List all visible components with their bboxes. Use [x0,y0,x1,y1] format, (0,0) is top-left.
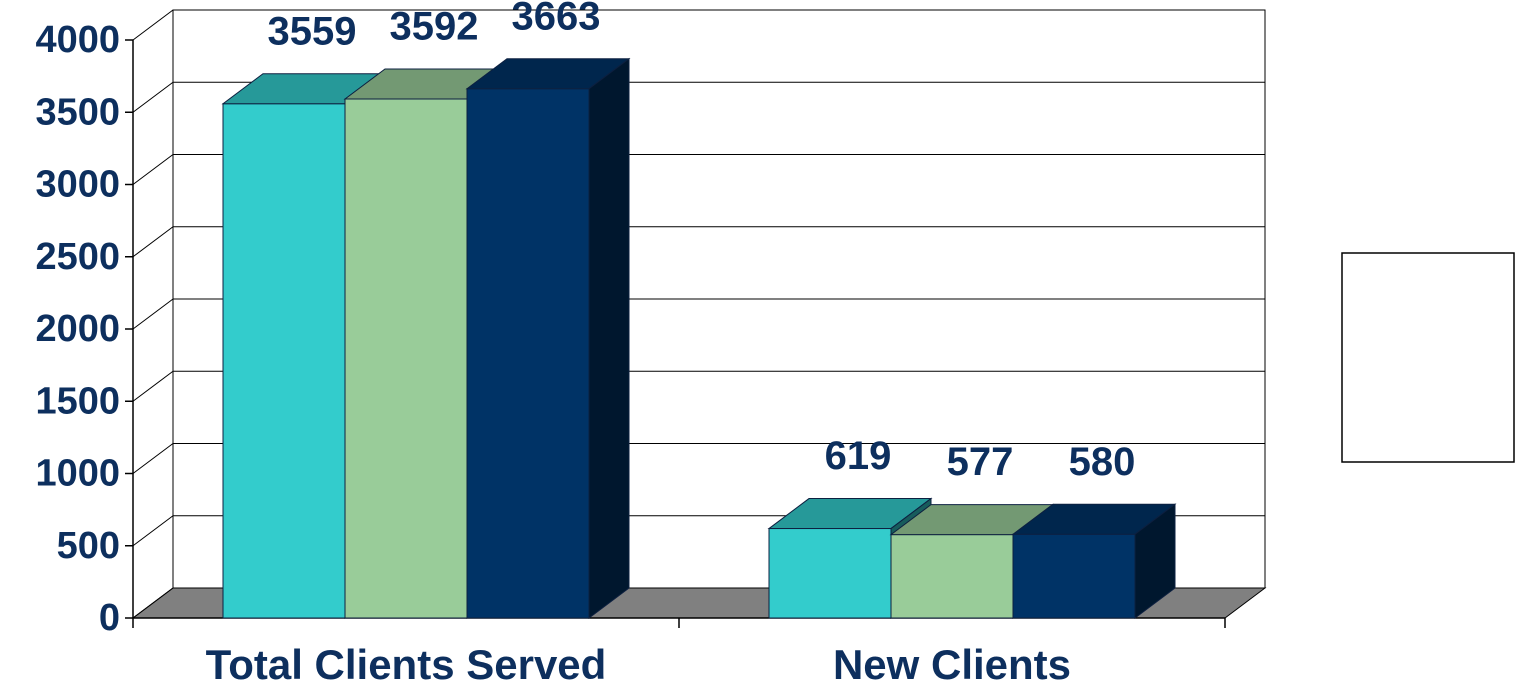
grid-line [132,587,174,619]
y-tick-label: 500 [57,525,120,567]
x-tick-label: Total Clients Served [206,641,607,688]
bar [222,103,346,619]
y-tick-label: 2500 [35,236,120,278]
x-tick-label: New Clients [833,641,1071,688]
bar-side [1134,503,1176,619]
grid-line [132,154,174,185]
bar [890,534,1014,619]
grid-line [132,9,174,41]
grid-line [132,370,174,402]
y-tick-label: 0 [99,597,120,639]
y-tick-label: 4000 [35,19,120,61]
bar [768,528,892,619]
y-tick-label: 3500 [35,91,120,133]
grid-line [132,226,174,258]
value-label: 577 [947,440,1014,484]
grid-line [132,298,174,330]
value-label: 3663 [512,0,601,38]
bar-side [588,57,630,619]
legend-box [1341,252,1515,463]
value-label: 619 [825,434,892,478]
y-tick-label: 1000 [35,453,120,495]
grid-line [132,81,174,113]
bar [344,98,468,619]
y-tick-label: 2000 [35,308,120,350]
y-tick-label: 3000 [35,164,120,206]
grid-line [132,515,174,547]
bars [221,57,1177,619]
bar [466,88,590,619]
y-tick-label: 1500 [35,380,120,422]
value-label: 3559 [268,9,357,53]
value-label: 580 [1069,440,1136,484]
grid-line [132,443,174,474]
bar [1012,533,1136,619]
value-label: 3592 [390,5,479,49]
